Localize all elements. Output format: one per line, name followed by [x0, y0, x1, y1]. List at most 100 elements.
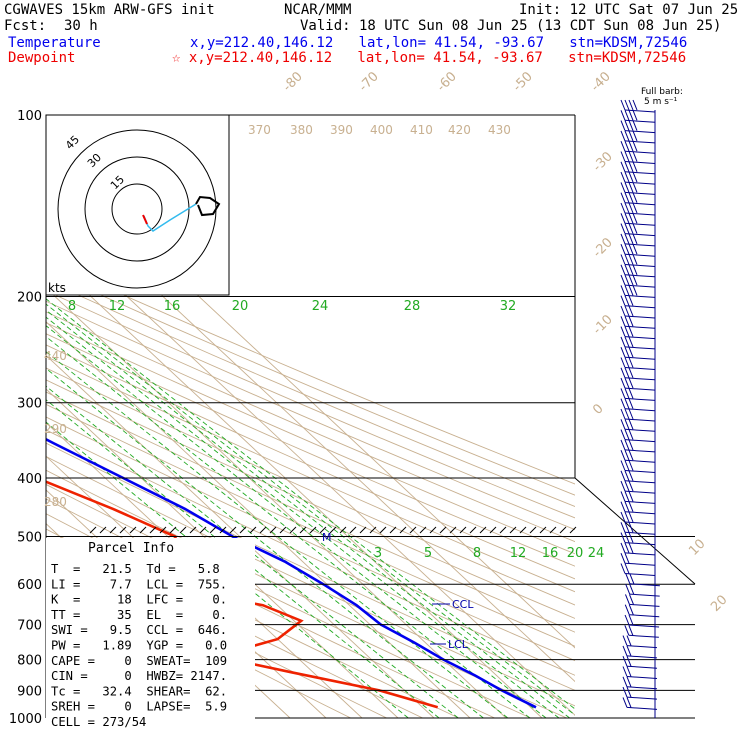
wind-barb-flag [628, 295, 634, 306]
mixing-ratio-label: 24 [312, 299, 329, 314]
wind-barb-flag [628, 202, 634, 214]
melting-level-hatch [349, 526, 357, 534]
wind-barb-staff [624, 367, 656, 370]
wind-barb-flag [628, 511, 634, 523]
wind-barb-flag [624, 110, 630, 121]
melting-level-hatch [129, 526, 137, 534]
wind-barb-flag [624, 141, 630, 152]
wind-barb-flag [628, 614, 634, 626]
wind-barb-staff [624, 191, 656, 195]
melting-level-hatch [99, 526, 107, 534]
dewpoint-legend: Dewpoint [8, 50, 76, 66]
wind-barb-flag [628, 542, 634, 554]
wind-barb-flag [620, 450, 626, 461]
melting-level-hatch [139, 526, 147, 534]
wind-barb-staff [624, 243, 656, 247]
wind-barb-flag [628, 305, 634, 317]
wind-barb-staff [624, 552, 656, 556]
wind-barb-staff [624, 470, 656, 473]
pressure-tick-label: 100 [17, 109, 42, 124]
wind-barb-flag [620, 223, 626, 234]
wind-barb-flag [624, 439, 630, 451]
wind-barb-flag [628, 171, 634, 183]
melting-level-hatch [149, 526, 157, 534]
dry-adiabat [46, 391, 575, 633]
wind-barb-staff [624, 284, 656, 288]
wind-barb-flag [620, 501, 626, 512]
wind-barb-flag [624, 305, 630, 317]
wind-barb-flag [628, 470, 634, 481]
wind-barb-flag [624, 99, 630, 111]
mixing-ratio-label: 20 [567, 546, 584, 561]
isotherm-label: -20 [590, 235, 616, 261]
wind-barb-flag [622, 666, 628, 677]
wind-barb-flag [620, 141, 626, 152]
wind-barb-flag [628, 264, 634, 275]
wind-barb-staff [624, 336, 656, 340]
mixing-ratio-label: 3 [374, 546, 382, 561]
wind-barb-staff [624, 377, 656, 381]
wind-barb-flag [624, 347, 630, 358]
wind-barb-flag [624, 274, 630, 286]
wind-barb-flag [624, 264, 630, 275]
wind-barb-flag [628, 130, 634, 142]
wind-barb-flag [624, 120, 630, 131]
wind-barb-staff [624, 500, 656, 504]
wind-barb-flag [622, 676, 628, 687]
wind-barb-flag [628, 120, 634, 131]
wind-barb-staff [624, 490, 656, 494]
melting-level-hatch [479, 526, 487, 534]
dry-adiabat [46, 290, 575, 519]
isotherm-line [46, 354, 435, 718]
wind-barb-flag [620, 120, 626, 131]
isotherm-line [46, 287, 507, 718]
wind-barb-flag [620, 470, 626, 481]
parcel-info-row: CAPE = 0 SWEAT= 109 [51, 654, 227, 668]
theta-label: 420 [448, 123, 471, 137]
wind-barb-flag [629, 573, 635, 584]
wind-barb-flag [620, 202, 626, 214]
wind-barb-flag [624, 522, 630, 533]
isotherm-label: -60 [434, 69, 460, 95]
wind-barb-flag [632, 202, 638, 214]
melting-level-hatch [539, 526, 547, 534]
hodograph-ring [111, 183, 163, 235]
parcel-info-row: LI = 7.7 LCL = 755. [51, 577, 227, 591]
wind-barb-flag [624, 326, 630, 337]
lcl-label: LCL [448, 638, 469, 651]
wind-barb-flag [622, 697, 628, 708]
wind-barb-staff [624, 233, 656, 237]
wind-barb-staff [624, 305, 656, 309]
wind-barb-flag [629, 594, 634, 605]
melting-level-hatch [519, 526, 527, 534]
wind-barb-flag [620, 563, 626, 574]
wind-barb-flag [628, 285, 634, 296]
mixing-ratio-label: 12 [510, 546, 527, 561]
wind-barb-flag [632, 192, 638, 203]
wind-barb-flag [620, 542, 626, 554]
wind-barb-flag [628, 625, 634, 636]
melting-level-hatch [489, 526, 497, 534]
dry-adiabat [46, 333, 575, 567]
wind-barb-flag [620, 254, 626, 265]
wind-barb-flag [624, 295, 630, 306]
wind-barb-flag [624, 491, 630, 502]
pressure-tick-label: 900 [17, 684, 42, 699]
wind-barb-staff [624, 428, 656, 432]
parcel-info-row: CELL = 273/54 [51, 715, 146, 729]
wind-barb-flag [628, 398, 634, 409]
melting-level-hatch [89, 526, 97, 534]
wind-barb-flag [624, 625, 630, 636]
wind-barb-flag [624, 563, 630, 574]
wind-barb-flag [632, 244, 638, 255]
wind-barb-staff [624, 511, 656, 515]
dry-adiabat [46, 429, 575, 676]
wind-barb-staff [624, 418, 656, 422]
wind-barb-flag [625, 573, 631, 584]
theta-label: 380 [290, 123, 313, 137]
melting-level-hatch [559, 526, 567, 534]
wind-barb-flag [620, 161, 626, 172]
wind-barb-flag [628, 274, 634, 286]
melting-level-hatch [499, 526, 507, 534]
